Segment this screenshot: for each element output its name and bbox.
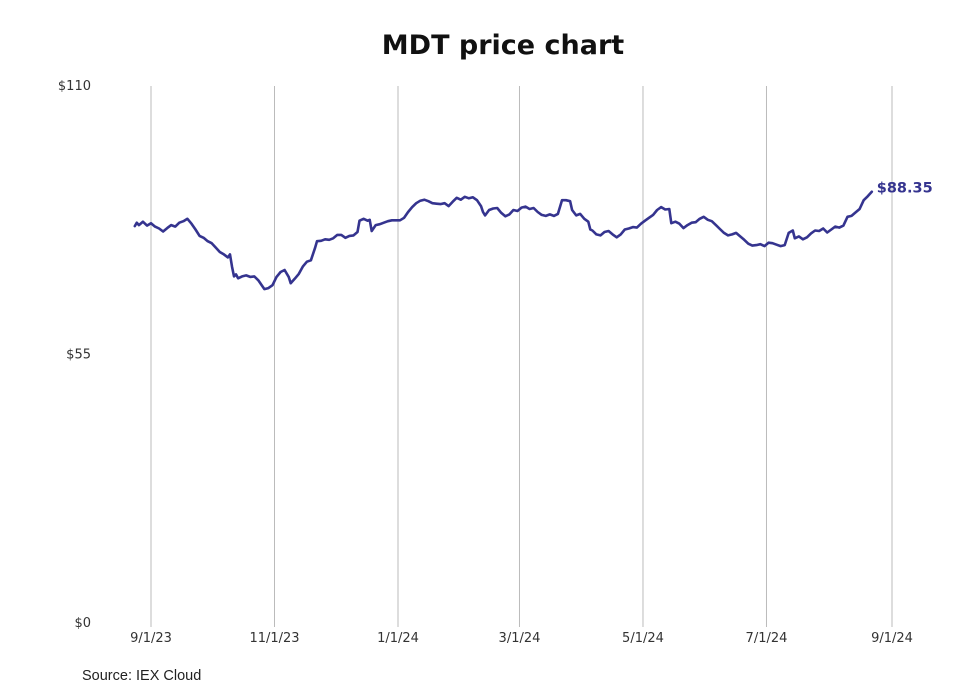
x-tick-label: 5/1/24 bbox=[622, 631, 664, 646]
x-tick-label: 7/1/24 bbox=[746, 631, 788, 646]
x-tick-label: 9/1/24 bbox=[871, 631, 913, 646]
y-tick-label: $55 bbox=[66, 348, 91, 363]
x-tick-label: 9/1/23 bbox=[130, 631, 172, 646]
x-axis-tick-labels: 9/1/23 11/1/23 1/1/24 3/1/24 5/1/24 7/1/24 9/1… bbox=[130, 631, 913, 646]
y-tick-label: $110 bbox=[58, 79, 91, 94]
price-series-line bbox=[133, 190, 874, 291]
x-tick-label: 11/1/23 bbox=[249, 631, 299, 646]
x-tick-label: 1/1/24 bbox=[377, 631, 419, 646]
last-price-label: $88.35 bbox=[877, 181, 933, 197]
y-axis-tick-labels: $0 $55 $110 bbox=[58, 79, 91, 631]
x-tick-label: 3/1/24 bbox=[499, 631, 541, 646]
vertical-gridlines bbox=[150, 86, 893, 627]
source-note: Source: IEX Cloud bbox=[82, 668, 202, 684]
y-tick-label: $0 bbox=[74, 616, 91, 631]
chart-title: MDT price chart bbox=[381, 30, 625, 61]
